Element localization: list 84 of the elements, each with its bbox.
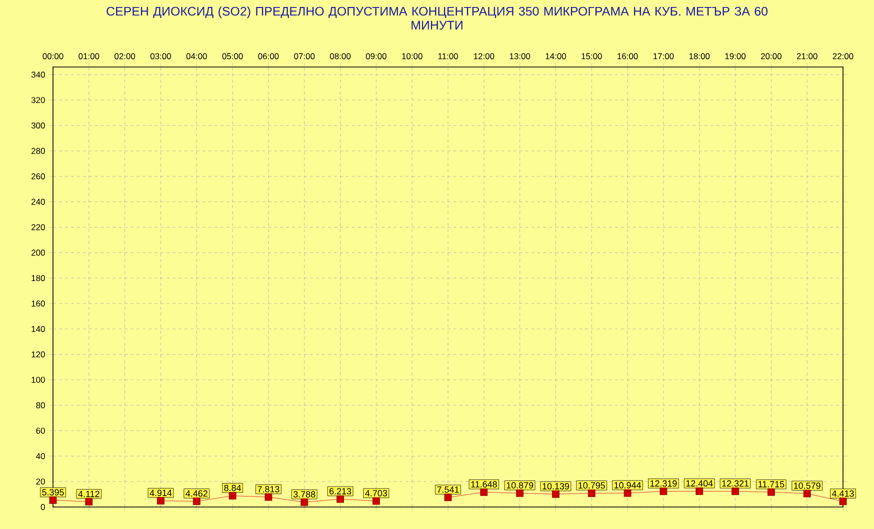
data-label: 4.413 [832, 490, 854, 497]
point [696, 488, 704, 495]
data-label: 4.703 [365, 490, 388, 496]
point [157, 497, 164, 504]
y-tick-label: 260 [32, 173, 45, 180]
point [588, 490, 596, 497]
point [624, 489, 632, 497]
y-tick-label: 220 [32, 224, 45, 230]
chart-title: СЕРЕН ДИОКСИД (SO2) ПРЕДЕЛНО ДОПУСТИМА КОНЦЕНТРАЦИЯ 350 МИКРОГРАМА НА КУБ. МЕТЪР ЗА 60 МИНУТИ [106, 6, 768, 30]
x-tick-label: 15:00 [582, 53, 602, 60]
point [480, 488, 488, 496]
data-label: 8.84 [224, 484, 242, 492]
x-tick-label: 03:00 [150, 53, 171, 60]
x-tick-label: 17:00 [654, 53, 674, 60]
x-tick-label: 11:00 [438, 53, 458, 60]
x-tick-label: 00:00 [42, 53, 64, 60]
point [516, 489, 524, 497]
y-tick-label: 320 [31, 97, 45, 104]
data-label: 10.139 [542, 483, 570, 490]
x-tick-label: 04:00 [186, 53, 207, 60]
data-label: 6.213 [330, 488, 352, 494]
data-label: 11.715 [758, 481, 784, 488]
data-label: 4.462 [186, 490, 208, 497]
y-tick-label: 240 [32, 198, 45, 205]
x-tick-label: 08:00 [330, 53, 351, 60]
point [336, 495, 344, 503]
y-tick-label: 40 [36, 453, 45, 460]
point [444, 494, 452, 502]
y-tick-label: 200 [32, 250, 45, 256]
y-tick-label: 180 [32, 275, 45, 282]
y-tick-label: 140 [32, 326, 45, 332]
data-label: 4.112 [78, 490, 100, 498]
data-label: 12.319 [650, 480, 677, 487]
x-tick-label: 14:00 [546, 53, 566, 60]
y-tick-label: 80 [36, 402, 45, 408]
x-tick-label: 16:00 [618, 53, 638, 60]
data-label: 5.395 [42, 489, 64, 496]
point [768, 488, 775, 496]
point [372, 497, 380, 505]
point [732, 488, 739, 496]
x-tick-label: 21:00 [796, 53, 818, 60]
point [660, 488, 668, 496]
data-label: 7.541 [437, 486, 459, 493]
x-tick-label: 07:00 [294, 53, 315, 60]
point [552, 490, 560, 498]
data-label: 12.321 [722, 480, 749, 487]
data-label: 11.648 [471, 481, 497, 488]
y-tick-label: 100 [32, 376, 45, 383]
y-tick-label: 300 [31, 122, 45, 128]
point [300, 498, 308, 506]
point [839, 498, 847, 506]
x-tick-label: 22:00 [832, 53, 854, 60]
data-label: 4.914 [150, 490, 172, 496]
y-tick-label: 280 [32, 148, 45, 154]
x-tick-label: 12:00 [474, 53, 494, 60]
data-label: 10.795 [578, 482, 605, 489]
x-tick-label: 19:00 [725, 53, 746, 60]
point [49, 496, 57, 504]
data-label: 3.788 [293, 491, 316, 498]
x-tick-label: 18:00 [689, 53, 710, 60]
x-tick-label: 10:00 [402, 53, 422, 60]
x-tick-label: 01:00 [78, 53, 100, 60]
y-tick-label: 60 [36, 428, 45, 434]
point [803, 490, 811, 498]
data-label: 10.879 [506, 482, 534, 488]
y-tick-label: 0 [40, 504, 45, 510]
data-label: 12.404 [686, 480, 713, 487]
point [85, 498, 93, 506]
data-label: 7.813 [258, 486, 280, 492]
data-label: 10.944 [614, 482, 641, 488]
x-tick-label: 13:00 [510, 53, 530, 60]
x-tick-label: 20:00 [761, 53, 782, 60]
x-tick-label: 05:00 [222, 53, 243, 60]
x-tick-label: 02:00 [114, 53, 136, 60]
data-label: 10.579 [794, 482, 820, 489]
point [264, 493, 272, 501]
point [192, 498, 200, 506]
y-tick-label: 160 [32, 300, 45, 307]
point [228, 492, 236, 500]
y-tick-label: 20 [36, 478, 45, 485]
y-tick-label: 120 [32, 351, 45, 358]
x-tick-label: 09:00 [366, 53, 386, 60]
x-tick-label: 06:00 [258, 53, 279, 60]
y-tick-label: 340 [31, 72, 45, 78]
